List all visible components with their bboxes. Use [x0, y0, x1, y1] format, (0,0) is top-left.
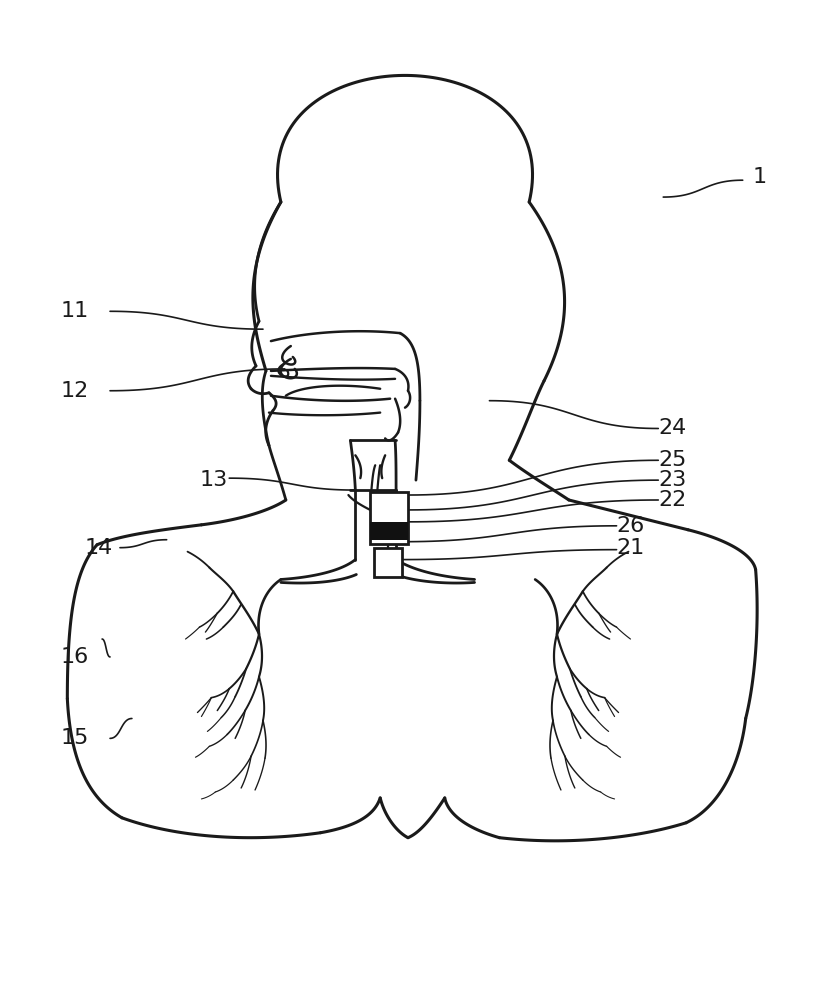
Text: 23: 23 — [659, 470, 686, 490]
Text: 14: 14 — [84, 538, 113, 558]
Text: 1: 1 — [752, 167, 767, 187]
Text: 15: 15 — [60, 728, 89, 748]
Text: 16: 16 — [60, 647, 89, 667]
Bar — [375, 548, 402, 577]
Text: 11: 11 — [60, 301, 89, 321]
Text: 12: 12 — [60, 381, 89, 401]
Text: 22: 22 — [659, 490, 686, 510]
Text: 24: 24 — [659, 418, 686, 438]
Text: 13: 13 — [199, 470, 228, 490]
Bar — [370, 522, 408, 540]
Text: 25: 25 — [659, 450, 686, 470]
Text: 21: 21 — [617, 538, 645, 558]
Bar — [370, 492, 408, 544]
Text: 26: 26 — [617, 516, 645, 536]
